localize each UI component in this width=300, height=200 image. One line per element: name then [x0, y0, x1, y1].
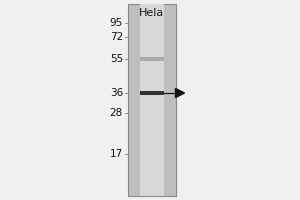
Polygon shape: [176, 89, 184, 98]
Text: 72: 72: [110, 32, 123, 42]
Text: 95: 95: [110, 18, 123, 28]
Text: 17: 17: [110, 149, 123, 159]
Bar: [140, 57, 164, 61]
Bar: [140, 91, 164, 95]
Bar: [128, 4, 176, 196]
Text: Hela: Hela: [139, 8, 164, 18]
Text: 55: 55: [110, 54, 123, 64]
Text: 28: 28: [110, 108, 123, 118]
Bar: [140, 4, 164, 196]
Text: 36: 36: [110, 88, 123, 98]
